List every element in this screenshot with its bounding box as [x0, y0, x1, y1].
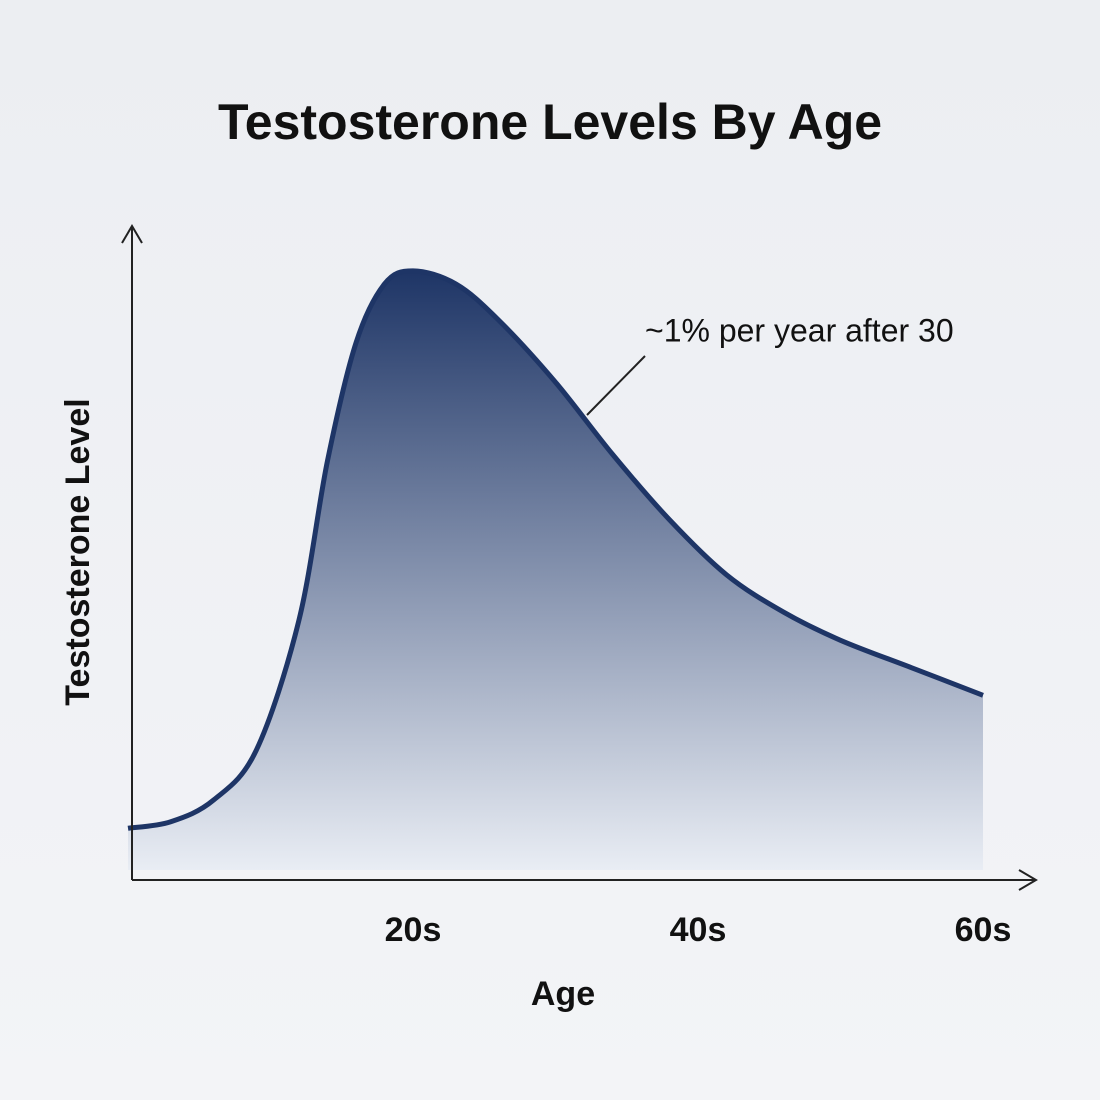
- y-axis-arrow: [121, 224, 143, 244]
- y-axis-label: Testosterone Level: [59, 398, 97, 705]
- x-tick-label: 60s: [955, 911, 1012, 949]
- annotation-leader: [586, 355, 646, 416]
- x-tick-label: 20s: [385, 911, 442, 949]
- area-fill: [128, 270, 983, 871]
- area-line: [127, 268, 984, 831]
- annotation: ~1% per year after 30: [645, 312, 954, 348]
- axes: [121, 224, 1038, 891]
- x-axis-label: Age: [531, 975, 595, 1013]
- chart-title: Testosterone Levels By Age: [218, 94, 882, 150]
- plot-area: [127, 268, 984, 871]
- x-axis-arrow: [1018, 869, 1038, 891]
- x-tick-label: 40s: [670, 911, 727, 949]
